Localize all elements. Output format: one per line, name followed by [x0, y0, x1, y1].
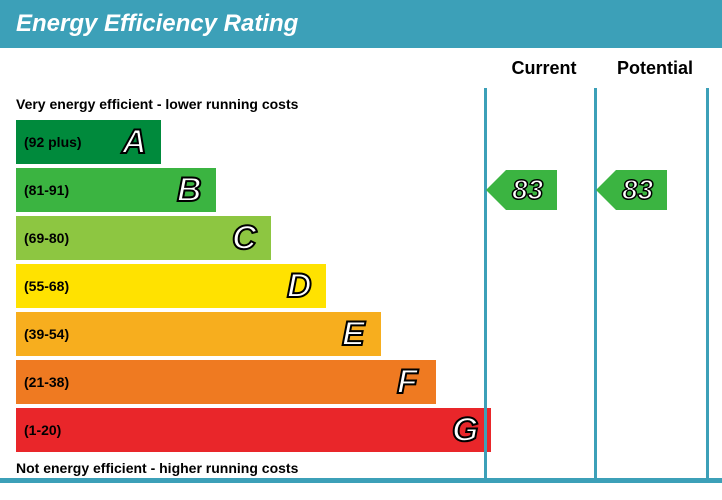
rating-band-e: (39-54)E — [16, 312, 491, 356]
column-header-potential: Potential — [604, 58, 706, 79]
band-range-label: (55-68)D — [16, 264, 326, 308]
top-caption: Very energy efficient - lower running co… — [16, 96, 298, 112]
chart-title: Energy Efficiency Rating — [0, 0, 722, 48]
band-letter: F — [397, 363, 418, 402]
band-range-label: (21-38)F — [16, 360, 436, 404]
potential-rating-value: 83 — [616, 170, 667, 210]
rating-band-b: (81-91)B — [16, 168, 491, 212]
column-divider — [484, 88, 487, 478]
band-range-label: (39-54)E — [16, 312, 381, 356]
current-rating-value: 83 — [506, 170, 557, 210]
epc-chart: Energy Efficiency Rating Very energy eff… — [0, 0, 722, 500]
band-range-label: (1-20)G — [16, 408, 491, 452]
rating-band-g: (1-20)G — [16, 408, 491, 452]
bottom-caption: Not energy efficient - higher running co… — [16, 460, 298, 476]
column-header-current: Current — [494, 58, 594, 79]
arrow-point — [596, 170, 616, 210]
band-letter: E — [342, 315, 365, 354]
chart-body: Very energy efficient - lower running co… — [0, 48, 722, 483]
band-letter: G — [452, 411, 478, 450]
rating-band-a: (92 plus)A — [16, 120, 491, 164]
rating-band-f: (21-38)F — [16, 360, 491, 404]
band-letter: C — [232, 219, 257, 258]
band-range-label: (81-91)B — [16, 168, 216, 212]
column-divider — [594, 88, 597, 478]
band-range-label: (69-80)C — [16, 216, 271, 260]
band-letter: B — [177, 171, 202, 210]
arrow-point — [486, 170, 506, 210]
band-letter: A — [122, 123, 147, 162]
potential-rating-arrow: 83 — [596, 170, 667, 210]
current-rating-arrow: 83 — [486, 170, 557, 210]
rating-bars: (92 plus)A(81-91)B(69-80)C(55-68)D(39-54… — [16, 120, 491, 456]
column-divider — [706, 88, 709, 478]
band-letter: D — [287, 267, 312, 306]
band-range-label: (92 plus)A — [16, 120, 161, 164]
rating-band-d: (55-68)D — [16, 264, 491, 308]
rating-band-c: (69-80)C — [16, 216, 491, 260]
